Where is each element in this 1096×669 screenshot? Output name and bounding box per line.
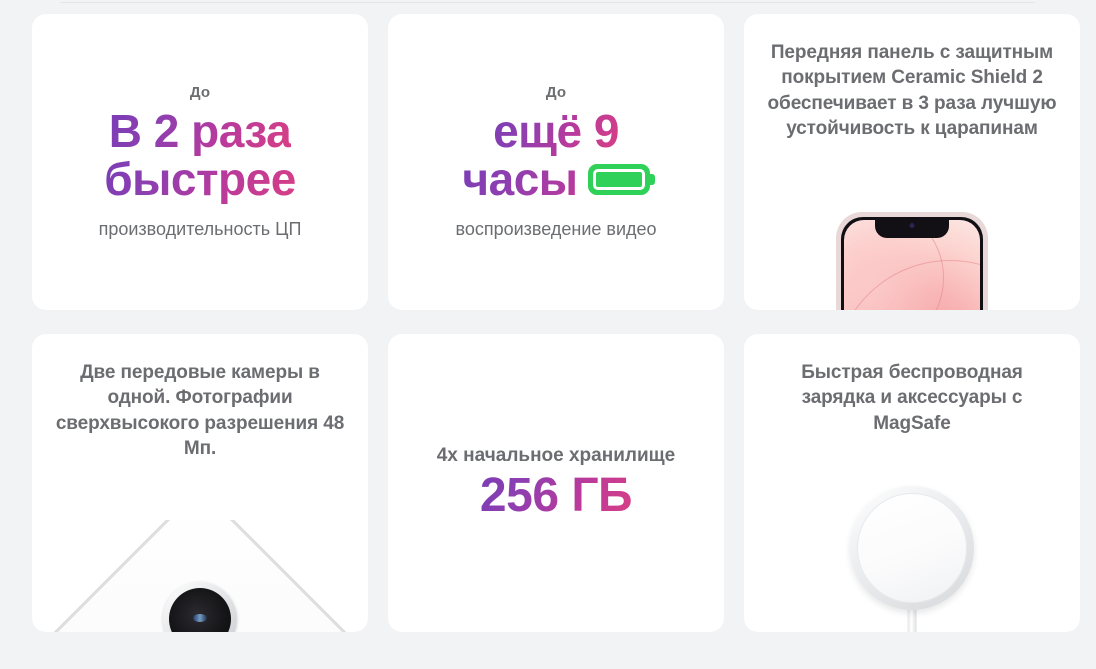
card-eyebrow: До <box>545 83 567 101</box>
storage-value: 256 ГБ <box>479 469 633 523</box>
battery-nub <box>648 174 655 186</box>
card-title: Быстрая беспроводная зарядка и аксессуар… <box>801 362 1023 434</box>
card-title: Две передовые камеры в одной. Фотографии… <box>55 362 345 459</box>
card-headline-line2: часы <box>462 152 578 205</box>
feature-card-video-playback[interactable]: До ещё 9 часы воспроизведение видео <box>388 14 724 310</box>
phone-bezel <box>841 217 983 310</box>
front-camera-icon <box>909 223 915 228</box>
card-headline-line2-row: часы <box>462 152 655 205</box>
feature-card-cpu-performance[interactable]: До В 2 раза быстрее производительность Ц… <box>32 14 368 310</box>
battery-fill <box>592 169 645 191</box>
magsafe-charger-image <box>837 486 987 632</box>
card-headline-line1: В 2 раза <box>108 104 292 157</box>
battery-icon <box>587 164 655 196</box>
lens-glint <box>193 614 207 622</box>
iphone-front-image <box>836 212 988 310</box>
card-headline-line1: ещё 9 <box>493 104 619 157</box>
feature-card-grid: До В 2 раза быстрее производительность Ц… <box>32 14 1081 632</box>
feature-card-camera[interactable]: Две передовые камеры в одной. Фотографии… <box>32 334 368 632</box>
feature-card-ceramic-shield[interactable]: Передняя панель с защитным покрытием Cer… <box>744 14 1080 310</box>
iphone-back-camera-image <box>35 520 365 632</box>
camera-lens <box>169 588 231 632</box>
feature-card-magsafe[interactable]: Быстрая беспроводная зарядка и аксессуар… <box>744 334 1080 632</box>
card-title: Передняя панель с защитным покрытием Cer… <box>767 42 1057 139</box>
card-subline: производительность ЦП <box>98 218 302 239</box>
card-subline: воспроизведение видео <box>455 218 657 239</box>
card-eyebrow: До <box>189 83 211 101</box>
storage-label: 4x начальное хранилище <box>436 445 676 467</box>
card-headline-line2: быстрее <box>104 152 296 205</box>
charger-inner-disc <box>857 493 967 603</box>
feature-card-storage[interactable]: 4x начальное хранилище 256 ГБ <box>388 334 724 632</box>
charger-cable <box>907 596 917 632</box>
top-divider <box>60 2 1035 3</box>
